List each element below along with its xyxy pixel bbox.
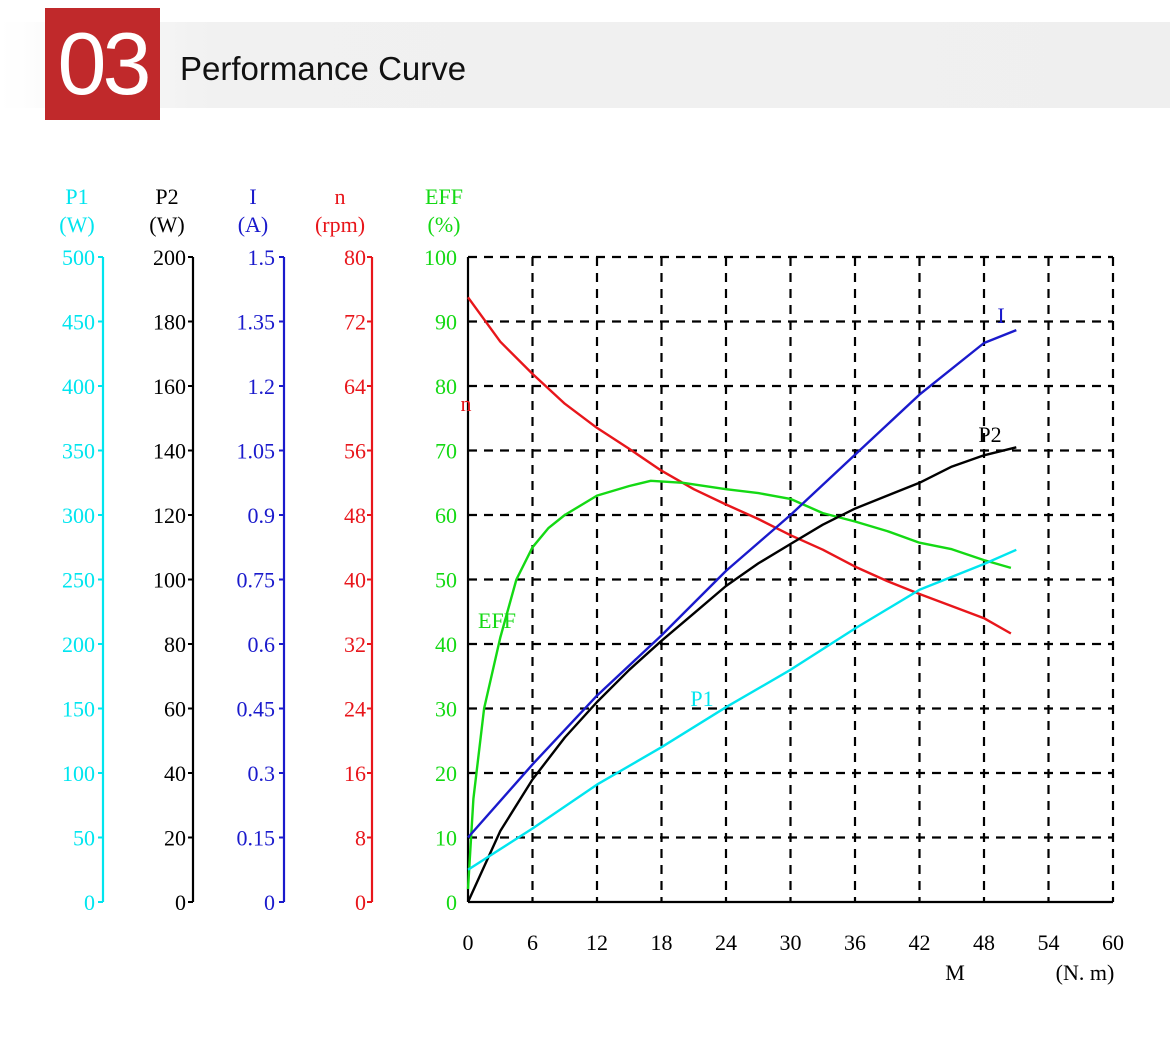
x-tick-label: 42 xyxy=(909,930,931,955)
y-tick-label-p1: 0 xyxy=(84,890,95,915)
y-tick-label-p1: 400 xyxy=(62,374,95,399)
y-tick-label-p2: 120 xyxy=(153,503,186,528)
y-tick-label-eff: 70 xyxy=(435,439,457,464)
series-line-eff xyxy=(466,479,1012,890)
y-tick-label-n: 80 xyxy=(344,245,366,270)
y-tick-label-p2: 20 xyxy=(164,826,186,851)
series-label-eff: EFF xyxy=(478,608,516,633)
y-tick-label-i: 0.9 xyxy=(248,503,276,528)
y-tick-label-p2: 0 xyxy=(175,890,186,915)
y-tick-label-n: 24 xyxy=(344,697,366,722)
header-band xyxy=(0,22,1170,108)
y-tick-label-i: 0.45 xyxy=(237,697,276,722)
y-tick-label-p2: 140 xyxy=(153,439,186,464)
y-tick-label-eff: 60 xyxy=(435,503,457,528)
y-tick-label-p1: 100 xyxy=(62,761,95,786)
y-tick-label-p1: 300 xyxy=(62,503,95,528)
axis-title-i: I xyxy=(249,184,256,209)
section-badge xyxy=(45,8,160,120)
axis-unit-i: (A) xyxy=(238,212,269,237)
x-tick-label: 18 xyxy=(651,930,673,955)
series-label-p1: P1 xyxy=(690,686,713,711)
y-tick-label-p1: 150 xyxy=(62,697,95,722)
y-tick-label-p2: 60 xyxy=(164,697,186,722)
axis-unit-n: (rpm) xyxy=(315,212,365,237)
axis-title-p1: P1 xyxy=(65,184,88,209)
y-tick-label-i: 0.6 xyxy=(248,632,276,657)
series-line-n xyxy=(467,296,1012,635)
y-tick-label-n: 16 xyxy=(344,761,366,786)
x-tick-label: 36 xyxy=(844,930,866,955)
axis-title-n: n xyxy=(335,184,346,209)
x-tick-label: 6 xyxy=(527,930,538,955)
y-tick-label-n: 72 xyxy=(344,310,366,335)
series-line-p2 xyxy=(466,446,1017,903)
x-axis-unit: (N. m) xyxy=(1056,960,1115,985)
y-tick-label-p1: 200 xyxy=(62,632,95,657)
series-line-i xyxy=(467,328,1017,839)
y-tick-label-i: 0.3 xyxy=(248,761,276,786)
x-axis-label: M xyxy=(945,960,965,985)
y-tick-label-n: 8 xyxy=(355,826,366,851)
x-tick-label: 30 xyxy=(780,930,802,955)
x-tick-label: 48 xyxy=(973,930,995,955)
x-tick-label: 12 xyxy=(586,930,608,955)
series-label-i: I xyxy=(997,303,1004,328)
x-tick-label: 54 xyxy=(1038,930,1060,955)
y-tick-label-eff: 80 xyxy=(435,374,457,399)
axis-unit-p1: (W) xyxy=(59,212,94,237)
y-tick-label-eff: 50 xyxy=(435,568,457,593)
y-tick-label-i: 0.15 xyxy=(237,826,276,851)
y-tick-label-i: 1.05 xyxy=(237,439,276,464)
x-tick-label: 0 xyxy=(463,930,474,955)
y-tick-label-eff: 30 xyxy=(435,697,457,722)
y-tick-label-n: 56 xyxy=(344,439,366,464)
series-label-p2: P2 xyxy=(978,422,1001,447)
y-tick-label-p2: 160 xyxy=(153,374,186,399)
y-tick-label-n: 64 xyxy=(344,374,366,399)
axis-title-p2: P2 xyxy=(155,184,178,209)
y-tick-label-p2: 40 xyxy=(164,761,186,786)
y-tick-label-i: 1.2 xyxy=(248,374,276,399)
axis-unit-eff: (%) xyxy=(428,212,461,237)
y-tick-label-eff: 40 xyxy=(435,632,457,657)
y-tick-label-p2: 180 xyxy=(153,310,186,335)
y-tick-label-p1: 450 xyxy=(62,310,95,335)
y-tick-label-n: 40 xyxy=(344,568,366,593)
x-tick-label: 24 xyxy=(715,930,737,955)
y-tick-label-n: 48 xyxy=(344,503,366,528)
y-tick-label-p1: 350 xyxy=(62,439,95,464)
series-line-p1 xyxy=(467,548,1017,871)
y-tick-label-n: 32 xyxy=(344,632,366,657)
y-tick-label-n: 0 xyxy=(355,890,366,915)
y-tick-label-eff: 100 xyxy=(424,245,457,270)
y-tick-label-eff: 90 xyxy=(435,310,457,335)
series-label-n: n xyxy=(461,391,472,416)
y-tick-label-p1: 50 xyxy=(73,826,95,851)
y-tick-label-i: 1.5 xyxy=(248,245,276,270)
y-tick-label-eff: 0 xyxy=(446,890,457,915)
y-tick-label-eff: 20 xyxy=(435,761,457,786)
y-tick-label-p2: 200 xyxy=(153,245,186,270)
axis-title-eff: EFF xyxy=(425,184,463,209)
section-title: Performance Curve xyxy=(180,50,467,87)
axis-unit-p2: (W) xyxy=(149,212,184,237)
y-tick-label-i: 0 xyxy=(264,890,275,915)
y-tick-label-eff: 10 xyxy=(435,826,457,851)
section-number: 03 xyxy=(57,14,152,113)
y-tick-label-i: 0.75 xyxy=(237,568,276,593)
y-tick-label-p2: 80 xyxy=(164,632,186,657)
y-tick-label-p2: 100 xyxy=(153,568,186,593)
y-tick-label-p1: 500 xyxy=(62,245,95,270)
y-tick-label-i: 1.35 xyxy=(237,310,276,335)
y-tick-label-p1: 250 xyxy=(62,568,95,593)
x-tick-label: 60 xyxy=(1102,930,1124,955)
